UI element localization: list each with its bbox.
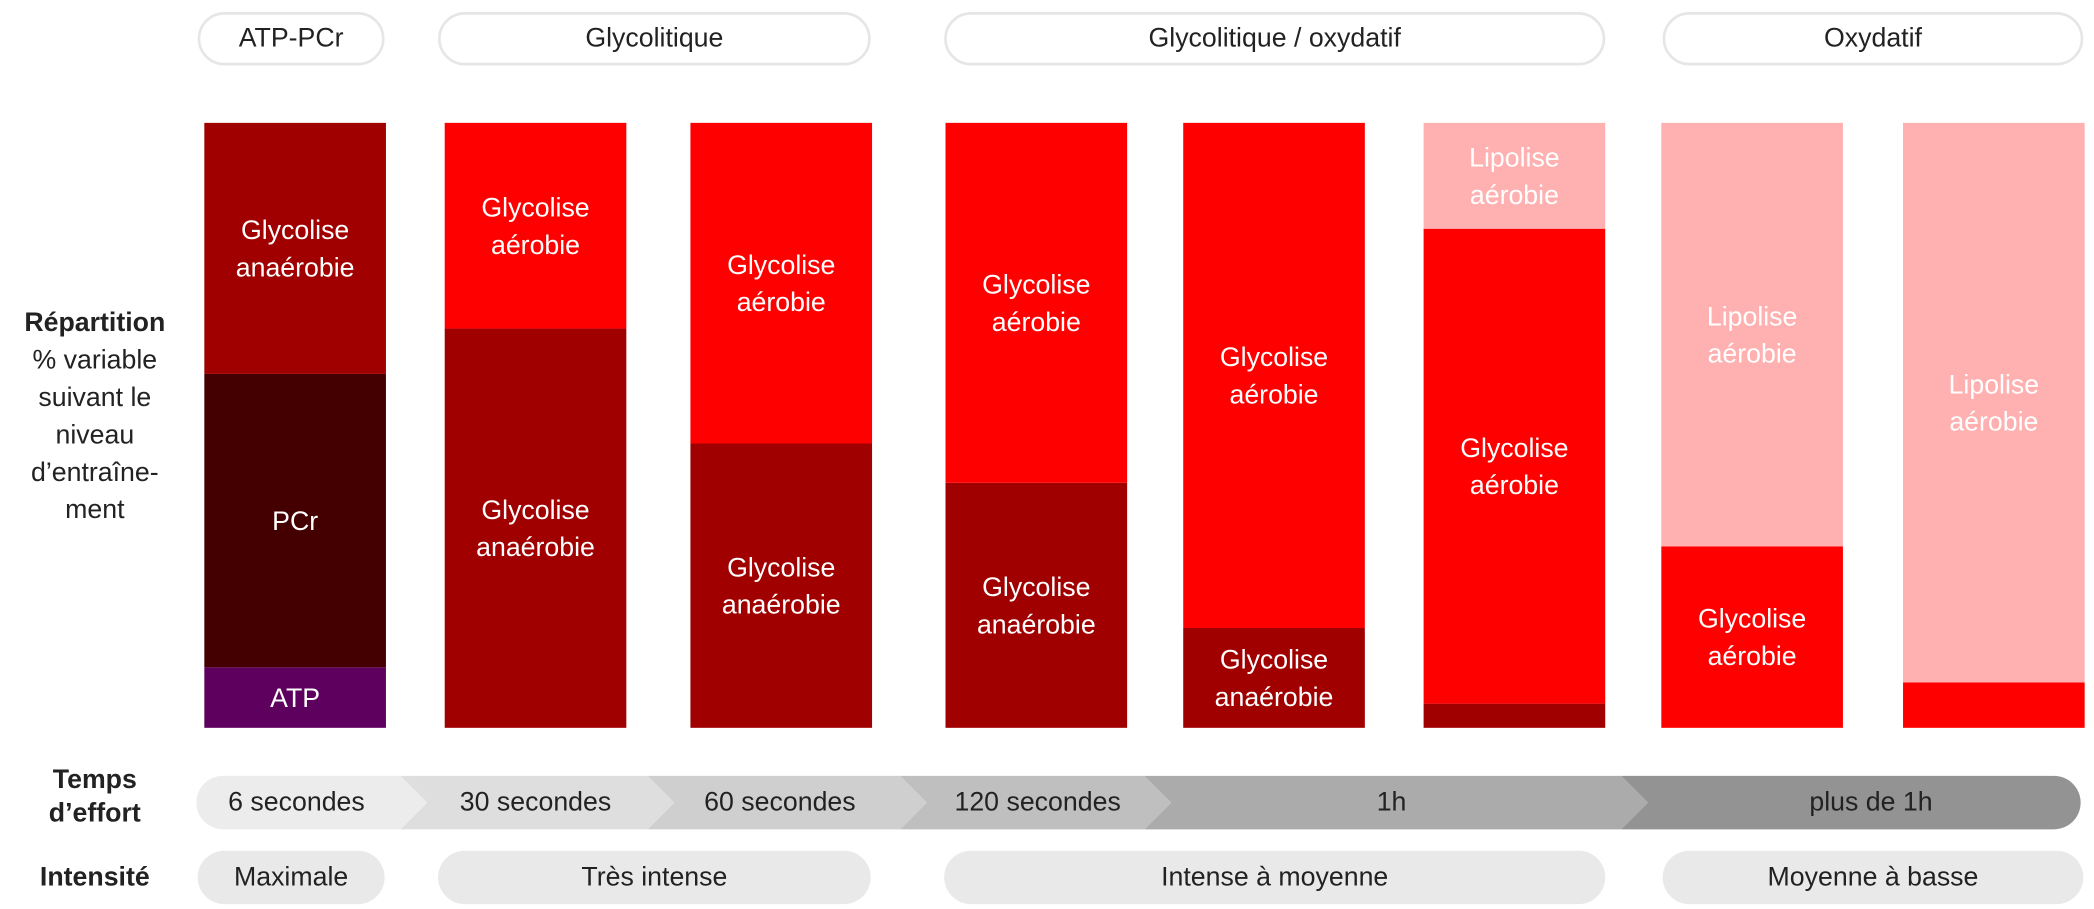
bar-segment [1661, 122, 1843, 547]
segment-label: Glycolise aérobie [1220, 342, 1328, 409]
intensite-title: Intensité [39, 862, 150, 893]
bar-segment [1903, 122, 2085, 683]
bar-segment [204, 667, 386, 728]
repartition-line: % variable [32, 345, 158, 376]
segment-label: ATP [270, 683, 320, 713]
bar-segment [1183, 628, 1365, 728]
bar-segment [204, 122, 386, 374]
segment-label: Glycolise anaérobie [1215, 645, 1334, 712]
timeline-label: 30 secondes [459, 787, 612, 817]
bar-segment [945, 482, 1128, 728]
temps-title-line: d’effort [48, 798, 141, 828]
segment-label: Glycolise aérobie [1460, 433, 1568, 500]
bar-segment [1661, 546, 1843, 728]
segment-label: Glycolise aérobie [727, 250, 835, 317]
segment-label: Lipolise aérobie [1707, 301, 1798, 368]
timeline-label: 1h [1376, 787, 1407, 817]
timeline-label: 60 secondes [704, 787, 856, 817]
phase-atp-pcr: ATP-PCr [197, 12, 385, 66]
segment-label: Lipolise aérobie [1949, 369, 2040, 436]
bar-segment [1423, 228, 1606, 704]
segment-label: Glycolise anaérobie [236, 215, 355, 282]
intensity-intense-moyenne: Intense à moyenne [944, 850, 1606, 905]
temps-title-line: Temps [52, 765, 137, 795]
bar-segment [945, 122, 1128, 483]
bar-segment [1423, 703, 1606, 728]
bar-segment [1183, 122, 1365, 629]
timeline-label: plus de 1h [1809, 787, 1933, 817]
phase-glycolitique: Glycolitique [438, 12, 871, 66]
bar-segment [690, 122, 873, 444]
segment-label: Glycolise anaérobie [476, 495, 595, 562]
segment-label: Glycolise aérobie [1698, 604, 1806, 671]
repartition-line: ment [65, 495, 125, 525]
bar-segment [444, 328, 627, 728]
segment-label: Glycolise anaérobie [722, 552, 841, 619]
intensity-moyenne-basse: Moyenne à basse [1662, 850, 2084, 905]
bar-segment [690, 443, 873, 728]
timeline-segment-plus-1h [1621, 775, 2081, 830]
timeline-segment-120s [900, 775, 1172, 830]
intensity-maximale: Maximale [197, 850, 385, 905]
segment-label: Glycolise aérobie [481, 192, 589, 259]
timeline-segment-6s [196, 775, 428, 830]
segment-label: PCr [272, 506, 318, 536]
temps-label: Temps d’effort [0, 764, 190, 831]
bar-segment [444, 122, 627, 329]
timeline-label: 120 secondes [954, 787, 1121, 817]
phase-oxydatif: Oxydatif [1662, 12, 2084, 66]
timeline-label: 6 secondes [228, 787, 365, 817]
bar-segment [1903, 682, 2085, 728]
timeline-segment-30s [400, 775, 675, 830]
intensite-label: Intensité [0, 859, 190, 896]
bar-segment [1423, 122, 1606, 229]
repartition-line: suivant le [38, 383, 152, 413]
phase-glycolitique-oxydatif: Glycolitique / oxydatif [944, 12, 1606, 66]
segment-label: Glycolise anaérobie [977, 572, 1096, 639]
repartition-label: Répartition % variable suivant le niveau… [0, 304, 190, 528]
segment-label: Glycolise aérobie [982, 269, 1090, 336]
intensity-tres-intense: Très intense [438, 850, 871, 905]
repartition-line: d’entraîne- [30, 458, 159, 488]
timeline-segment-60s [647, 775, 927, 830]
timeline-segment-1h [1144, 775, 1648, 830]
repartition-title: Répartition [24, 308, 166, 338]
bar-segment [204, 373, 386, 668]
repartition-line: niveau [55, 420, 135, 451]
segment-label: Lipolise aérobie [1469, 142, 1560, 209]
